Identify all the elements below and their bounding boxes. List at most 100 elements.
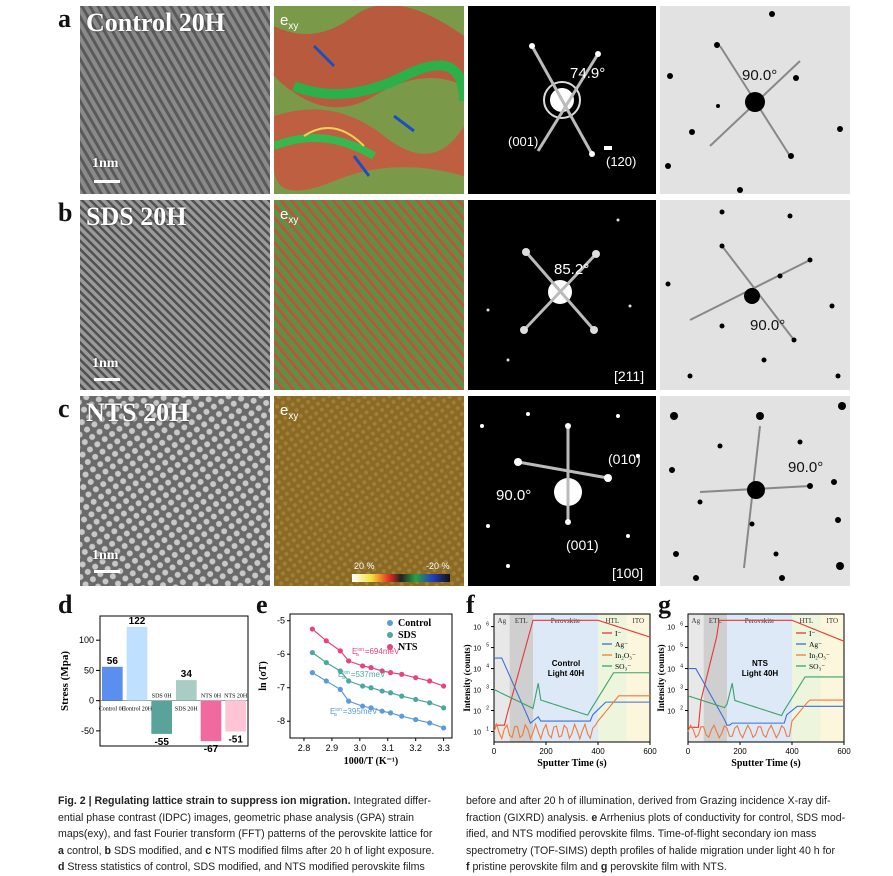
data-point <box>387 670 394 676</box>
profile-curve <box>687 699 844 739</box>
region-label: Perovskite <box>551 617 581 625</box>
scale-bar <box>94 180 120 183</box>
region-band <box>533 614 598 742</box>
x-tick-label: 2.9 <box>326 743 339 753</box>
data-point <box>413 696 419 703</box>
bar <box>126 626 148 701</box>
profile-curve <box>493 695 650 741</box>
bar-value-label: -67 <box>204 744 219 755</box>
colorbar-min-label: -20 % <box>426 561 450 571</box>
y-tick-exponent: 5 <box>486 643 489 649</box>
panel-letter-e: e <box>256 590 268 619</box>
x-axis-title: Sputter Time (s) <box>731 758 800 769</box>
region-label: ETL <box>709 617 722 625</box>
bar <box>225 700 246 732</box>
bar <box>176 680 197 701</box>
panel-letter-c: c <box>58 394 70 423</box>
y-axis-title: Intensity (counts) <box>656 644 666 711</box>
data-point <box>399 693 405 699</box>
data-point <box>309 626 315 632</box>
data-point <box>368 665 374 671</box>
data-point <box>337 668 343 674</box>
y-tick-label: -7 <box>277 683 285 693</box>
x-tick-label: 3.0 <box>354 743 367 753</box>
region-band <box>626 614 650 742</box>
y-tick-label: 10 <box>667 688 675 695</box>
caption-line: f pristine perovskite film and g perovsk… <box>466 861 727 873</box>
data-point <box>427 678 433 684</box>
figure-caption-left: Fig. 2 | Regulating lattice strain to su… <box>58 793 458 876</box>
panel-letter-a: a <box>58 4 71 33</box>
exy-label: exy <box>280 206 299 226</box>
y-tick-exponent: 2 <box>486 706 489 712</box>
fft-label-001: (001) <box>508 134 538 149</box>
bar <box>200 700 222 742</box>
bar-value-label: -55 <box>154 737 169 748</box>
x-tick-label: 600 <box>837 747 851 756</box>
data-point <box>399 671 405 677</box>
chart-g-tofsims-nts: Ag ETL Perovskite HTL ITO 0 200 400 600 10 2 10 3 10 4… <box>656 600 852 770</box>
data-point <box>413 675 419 681</box>
y-tick-label: 10 <box>473 688 481 695</box>
plot-frame <box>289 613 453 739</box>
y-axis-title: Stress (Mpa) <box>59 651 71 711</box>
y-axis-title: ln (σT) <box>258 661 269 691</box>
caption-line: a control, b SDS modified, and c NTS mod… <box>58 844 435 857</box>
activation-energy-label: Eion a =537meV <box>338 670 386 681</box>
y-tick-label: 10 <box>667 646 675 653</box>
region-label: Perovskite <box>745 617 775 625</box>
legend-label: SDS <box>398 630 417 641</box>
y-tick-label: -5 <box>277 616 285 626</box>
idpc-image-b: SDS 20H 1nm <box>80 200 270 390</box>
caption-line: ified, and NTS modified perovskite films… <box>466 828 817 840</box>
data-point <box>379 688 385 694</box>
y-tick-label: 10 <box>667 667 675 674</box>
scale-bar-label: 1nm <box>92 156 119 171</box>
panel-letter-f: f <box>466 590 475 619</box>
data-point <box>427 700 433 706</box>
y-tick-exponent: 2 <box>680 706 683 712</box>
y-tick-label: 10 <box>473 709 481 716</box>
legend-label: In₂O₃⁻ <box>615 651 636 660</box>
y-tick-label: -50 <box>81 726 94 736</box>
y-tick-label: 10 <box>667 709 675 716</box>
sim-angle: 90.0° <box>742 67 777 84</box>
legend-label: NTS <box>398 642 418 653</box>
legend-label: Control <box>398 618 431 629</box>
data-point <box>337 686 343 693</box>
series-line <box>312 672 444 729</box>
y-tick-label: 100 <box>79 635 94 645</box>
x-axis-title: 1000/T (K⁻¹) <box>344 756 398 767</box>
idpc-image-c: NTS 20H 1nm <box>80 396 270 586</box>
fft-angle: 74.9° <box>570 65 605 82</box>
region-label: ETL <box>515 617 528 625</box>
y-tick-exponent: 4 <box>680 664 683 670</box>
category-label: SDS 0H <box>152 694 173 700</box>
colorbar <box>352 574 450 582</box>
x-tick-label: 400 <box>591 747 605 756</box>
colorbar-max-label: 20 % <box>354 561 375 571</box>
data-point <box>441 683 447 689</box>
region-band <box>727 614 792 742</box>
caption-line: fraction (GIXRD) analysis. e Arrhenius p… <box>466 811 846 824</box>
data-point <box>379 708 385 714</box>
zone-axis: [100] <box>612 565 643 581</box>
data-point <box>441 725 447 731</box>
caption-line: ential phase contrast (IDPC) images, geo… <box>58 811 415 824</box>
data-point <box>309 649 315 656</box>
y-tick-exponent: 4 <box>486 664 489 670</box>
caption-line: Fig. 2 | Regulating lattice strain to su… <box>58 795 432 807</box>
plot-frame <box>493 613 651 743</box>
legend-subtitle: Light 40H <box>548 669 585 678</box>
scale-bar-label: 1nm <box>92 356 119 371</box>
activation-energy-label: Eion a =395meV <box>330 707 378 718</box>
chart-d-stress: -50 0 50 100 56 Control 0H 122 Control 20H -55 SD… <box>56 600 256 770</box>
data-point <box>360 663 366 669</box>
data-point <box>309 670 315 676</box>
exy-label: exy <box>280 402 299 422</box>
caption-line: maps(exy), and fast Fourier transform (F… <box>58 828 433 840</box>
data-point <box>379 668 385 674</box>
y-tick-exponent: 6 <box>486 622 489 628</box>
bar <box>151 700 172 734</box>
data-point <box>368 705 374 711</box>
